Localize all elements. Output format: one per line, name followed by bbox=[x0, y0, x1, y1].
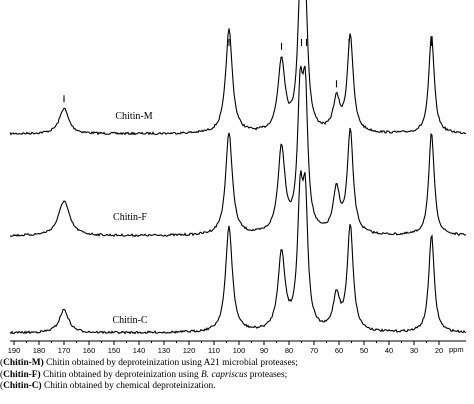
legend-line-chitin-m: (Chitin-M) Chitin obtained by deproteini… bbox=[0, 358, 298, 368]
legend-line-chitin-c: (Chitin-C) Chitin obtained by chemical d… bbox=[0, 381, 216, 392]
x-tick-label: 20 bbox=[435, 346, 443, 355]
spectrum-traces bbox=[9, 0, 467, 335]
x-tick-label: 140 bbox=[133, 346, 146, 355]
nmr-spectrum-chart: Chitin-M Chitin-F Chitin-C 190 180 170 160 150… bbox=[8, 0, 467, 355]
x-tick-label: 90 bbox=[260, 346, 268, 355]
x-tick-label: 60 bbox=[335, 346, 343, 355]
spectrum-trace-chitin-c bbox=[9, 170, 467, 335]
x-tick-label: 180 bbox=[33, 346, 46, 355]
x-tick-label: 100 bbox=[233, 346, 246, 355]
legend-text: Chitin obtained by deproteinization usin… bbox=[40, 369, 202, 380]
x-tick-label: 190 bbox=[8, 346, 21, 355]
x-tick-label: 80 bbox=[285, 346, 293, 355]
x-tick-label: 50 bbox=[360, 346, 368, 355]
spectrum-trace-chitin-m bbox=[9, 0, 466, 136]
series-label-chitin-f: Chitin-F bbox=[113, 212, 147, 223]
figure-legend: (Chitin-M) Chitin obtained by deproteini… bbox=[0, 358, 474, 393]
x-tick-label: 40 bbox=[385, 346, 393, 355]
series-label-chitin-c: Chitin-C bbox=[112, 315, 147, 326]
series-labels: Chitin-M Chitin-F Chitin-C bbox=[112, 111, 152, 326]
x-tick-label: 130 bbox=[158, 346, 171, 355]
legend-text: proteases; bbox=[247, 369, 288, 380]
x-tick-label: 30 bbox=[410, 346, 418, 355]
x-axis: 190 180 170 160 150 140 130 120 110 100 90 80 70 60 50… bbox=[8, 340, 466, 355]
x-tick-label: 120 bbox=[183, 346, 196, 355]
legend-key: Chitin-C) bbox=[3, 381, 42, 392]
legend-line-chitin-f: (Chitin-F) Chitin obtained by deproteini… bbox=[0, 369, 288, 380]
x-tick-label: 70 bbox=[310, 346, 318, 355]
legend-text: Chitin obtained by deproteinization usin… bbox=[43, 358, 298, 368]
peak-markers bbox=[63, 39, 433, 103]
spectrum-trace-chitin-f bbox=[9, 65, 467, 238]
x-tick-label: 150 bbox=[108, 346, 121, 355]
legend-key: Chitin-F) bbox=[3, 369, 41, 380]
legend-key: Chitin-M) bbox=[3, 358, 44, 368]
legend-species: B. capriscus bbox=[201, 369, 248, 380]
x-tick-label: 110 bbox=[208, 346, 220, 355]
x-tick-label: 160 bbox=[83, 346, 96, 355]
x-axis-unit-label: ppm bbox=[449, 345, 464, 354]
x-tick-label: 170 bbox=[58, 346, 71, 355]
legend-text: Chitin obtained by chemical deproteiniza… bbox=[41, 381, 216, 392]
series-label-chitin-m: Chitin-M bbox=[115, 111, 152, 122]
